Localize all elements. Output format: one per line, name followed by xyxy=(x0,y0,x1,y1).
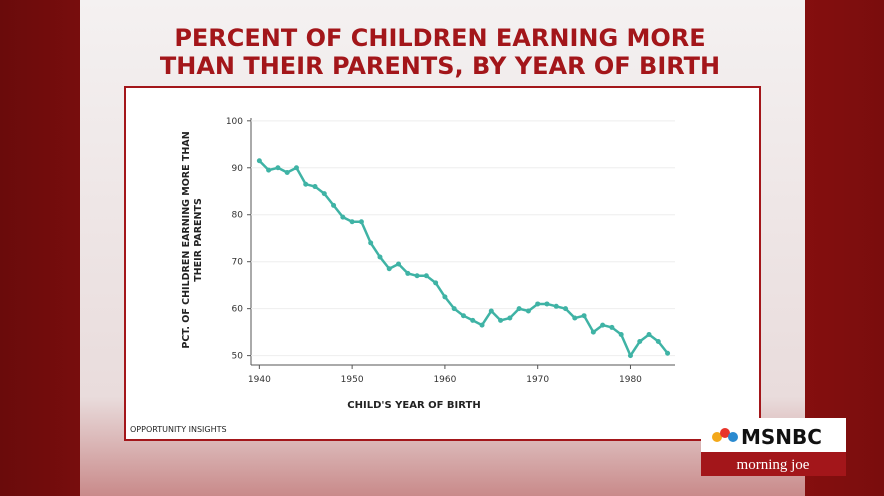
data-point xyxy=(535,301,541,307)
data-point xyxy=(414,273,420,279)
data-point xyxy=(655,339,661,345)
data-point xyxy=(396,261,402,267)
x-tick-label: 1940 xyxy=(248,375,271,385)
data-point xyxy=(275,165,281,171)
data-point xyxy=(293,165,299,171)
y-axis-label: PCT. OF CHILDREN EARNING MORE THAN xyxy=(181,131,192,348)
data-point xyxy=(637,339,643,345)
data-point xyxy=(525,308,531,314)
data-point xyxy=(572,315,578,321)
data-point xyxy=(340,214,346,220)
data-point xyxy=(609,324,615,330)
data-point xyxy=(553,303,559,309)
x-axis-label: CHILD'S YEAR OF BIRTH xyxy=(347,400,480,411)
data-point xyxy=(423,273,429,279)
data-point xyxy=(563,306,569,312)
data-point xyxy=(312,184,318,190)
y-tick-label: 60 xyxy=(232,305,244,315)
source: OPPORTUNITY INSIGHTS xyxy=(130,425,227,434)
x-tick-label: 1980 xyxy=(619,375,642,385)
data-point xyxy=(331,202,337,208)
data-point xyxy=(581,313,587,319)
data-point xyxy=(256,158,262,164)
data-point xyxy=(405,270,411,276)
x-tick-label: 1970 xyxy=(526,375,549,385)
data-point xyxy=(377,254,383,260)
data-point xyxy=(516,306,522,312)
data-point xyxy=(646,331,652,337)
y-tick-label: 50 xyxy=(232,352,244,362)
data-point xyxy=(498,317,504,323)
data-point xyxy=(368,240,374,246)
data-point xyxy=(349,219,355,225)
y-tick-label: 70 xyxy=(232,258,244,268)
data-point xyxy=(507,315,513,321)
data-point xyxy=(442,294,448,300)
data-point xyxy=(470,317,476,323)
data-point xyxy=(321,191,327,197)
title-line: THAN THEIR PARENTS, BY YEAR OF BIRTH xyxy=(160,52,720,80)
data-point xyxy=(618,331,624,337)
data-point xyxy=(266,167,272,173)
data-point xyxy=(600,322,606,328)
data-point xyxy=(544,301,550,307)
y-tick-label: 90 xyxy=(232,164,244,174)
data-point xyxy=(303,181,309,187)
peacock xyxy=(712,428,738,442)
x-tick-label: 1960 xyxy=(433,375,456,385)
show-box xyxy=(701,452,846,476)
data-point xyxy=(665,350,671,356)
data-point xyxy=(488,308,494,314)
data-point xyxy=(590,329,596,335)
data-point xyxy=(627,353,633,359)
title-line: PERCENT OF CHILDREN EARNING MORE xyxy=(174,24,705,52)
network-logo: MSNBC xyxy=(741,425,822,449)
data-point xyxy=(284,169,290,175)
data-point xyxy=(479,322,485,328)
data-point xyxy=(460,313,466,319)
x-tick-label: 1950 xyxy=(341,375,364,385)
data-point xyxy=(358,219,364,225)
show-name: morning joe xyxy=(737,457,810,473)
data-point xyxy=(433,280,439,286)
y-axis-label: THEIR PARENTS xyxy=(193,198,204,282)
y-tick-label: 100 xyxy=(226,117,243,127)
chart-card xyxy=(124,86,761,441)
data-point xyxy=(451,306,457,312)
data-point xyxy=(386,266,392,272)
y-tick-label: 80 xyxy=(232,211,244,221)
